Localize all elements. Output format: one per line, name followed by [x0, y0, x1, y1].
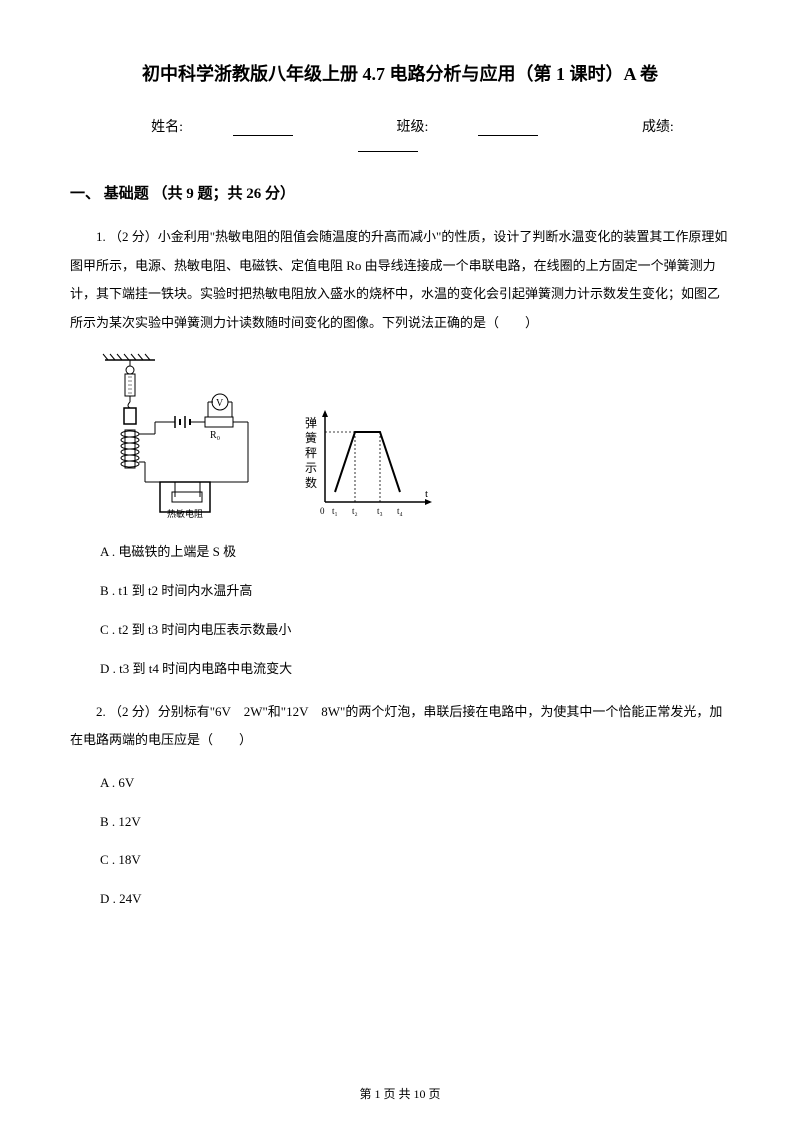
y-axis-char-4: 示	[305, 461, 317, 475]
q1-option-b: B . t1 到 t2 时间内水温升高	[100, 581, 730, 602]
info-row: 姓名: 班级: 成绩:	[70, 116, 730, 152]
q2-option-b: B . 12V	[100, 812, 730, 833]
question-2-text: 2. （2 分）分别标有"6V 2W"和"12V 8W"的两个灯泡，串联后接在电…	[70, 698, 730, 755]
page-title: 初中科学浙教版八年级上册 4.7 电路分析与应用（第 1 课时）A 卷	[70, 60, 730, 86]
figure-container: R₀ V 热敏电阻 弹 簧 秤 示 数	[100, 352, 730, 522]
page-footer: 第 1 页 共 10 页	[0, 1085, 800, 1102]
graph-diagram: 弹 簧 秤 示 数 0 t₁ t₂ t₃ t₄ t	[300, 402, 440, 522]
x-label-3: t₃	[377, 506, 383, 516]
resistor-label: R₀	[210, 430, 221, 441]
x-axis-label: t	[425, 488, 428, 500]
circuit-diagram: R₀ V 热敏电阻	[100, 352, 280, 522]
x-label-1: t₁	[332, 506, 338, 516]
y-axis-char-1: 弹	[305, 416, 317, 430]
x-label-2: t₂	[352, 506, 358, 516]
q2-option-d: D . 24V	[100, 889, 730, 910]
q2-option-a: A . 6V	[100, 773, 730, 794]
y-axis-char-2: 簧	[305, 430, 317, 445]
x-label-0: 0	[320, 506, 325, 516]
class-label: 班级:	[372, 120, 564, 135]
name-label: 姓名:	[126, 120, 318, 135]
q2-option-c: C . 18V	[100, 850, 730, 871]
voltmeter-label: V	[216, 398, 224, 409]
q1-option-c: C . t2 到 t3 时间内电压表示数最小	[100, 620, 730, 641]
question-1-text: 1. （2 分）小金利用"热敏电阻的阻值会随温度的升高而减小"的性质，设计了判断…	[70, 223, 730, 337]
section-header: 一、 基础题 （共 9 题；共 26 分）	[70, 182, 730, 203]
y-axis-char-3: 秤	[305, 446, 317, 460]
x-label-4: t₄	[397, 506, 403, 516]
q1-option-a: A . 电磁铁的上端是 S 极	[100, 542, 730, 563]
q1-option-d: D . t3 到 t4 时间内电路中电流变大	[100, 659, 730, 680]
y-axis-char-5: 数	[305, 475, 317, 490]
thermistor-label: 热敏电阻	[167, 508, 203, 519]
